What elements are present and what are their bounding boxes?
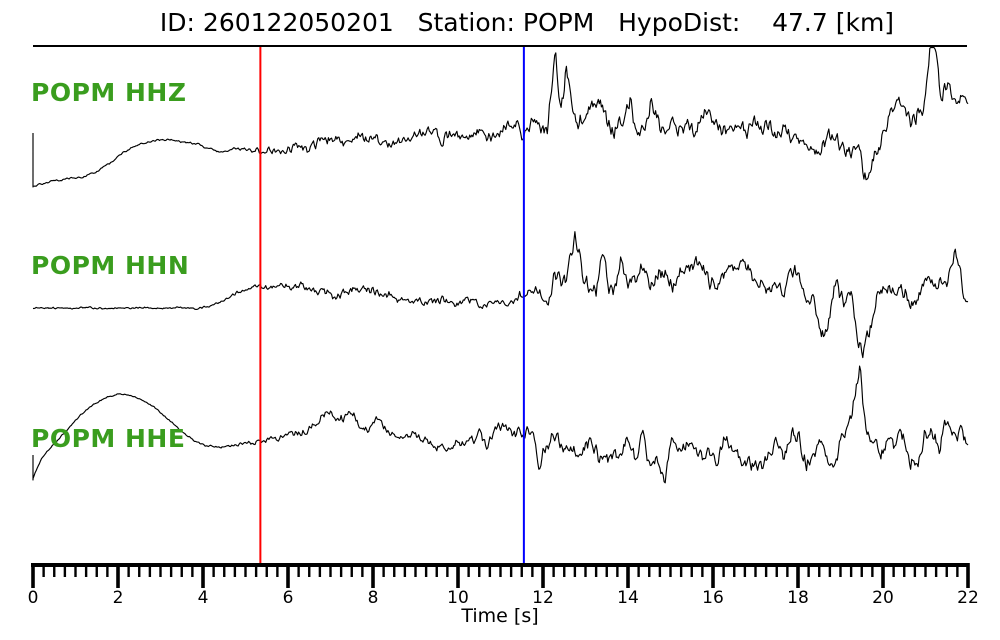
x-tick-label: 4 (197, 588, 209, 608)
x-tick-label: 6 (282, 588, 294, 608)
waveform-hhn (32, 231, 969, 359)
x-tick-label: 12 (532, 588, 554, 608)
x-tick-label: 20 (872, 588, 894, 608)
x-tick-label: 2 (112, 588, 124, 608)
x-tick-label: 8 (367, 588, 379, 608)
x-tick-label: 0 (27, 588, 39, 608)
x-tick-label: 16 (702, 588, 724, 608)
waveform-hhe (32, 365, 969, 484)
trace-label-hhz: POPM HHZ (31, 78, 187, 107)
waveform-hhz (32, 46, 969, 188)
x-tick-label: 22 (957, 588, 979, 608)
trace-label-hhn: POPM HHN (31, 251, 190, 280)
trace-label-hhe: POPM HHE (31, 424, 186, 453)
x-tick-label: 18 (787, 588, 809, 608)
plot-title: ID: 260122050201 Station: POPM HypoDist:… (159, 8, 895, 37)
x-axis-label: Time [s] (461, 605, 539, 627)
x-tick-label: 14 (617, 588, 639, 608)
x-tick-label: 10 (447, 588, 469, 608)
